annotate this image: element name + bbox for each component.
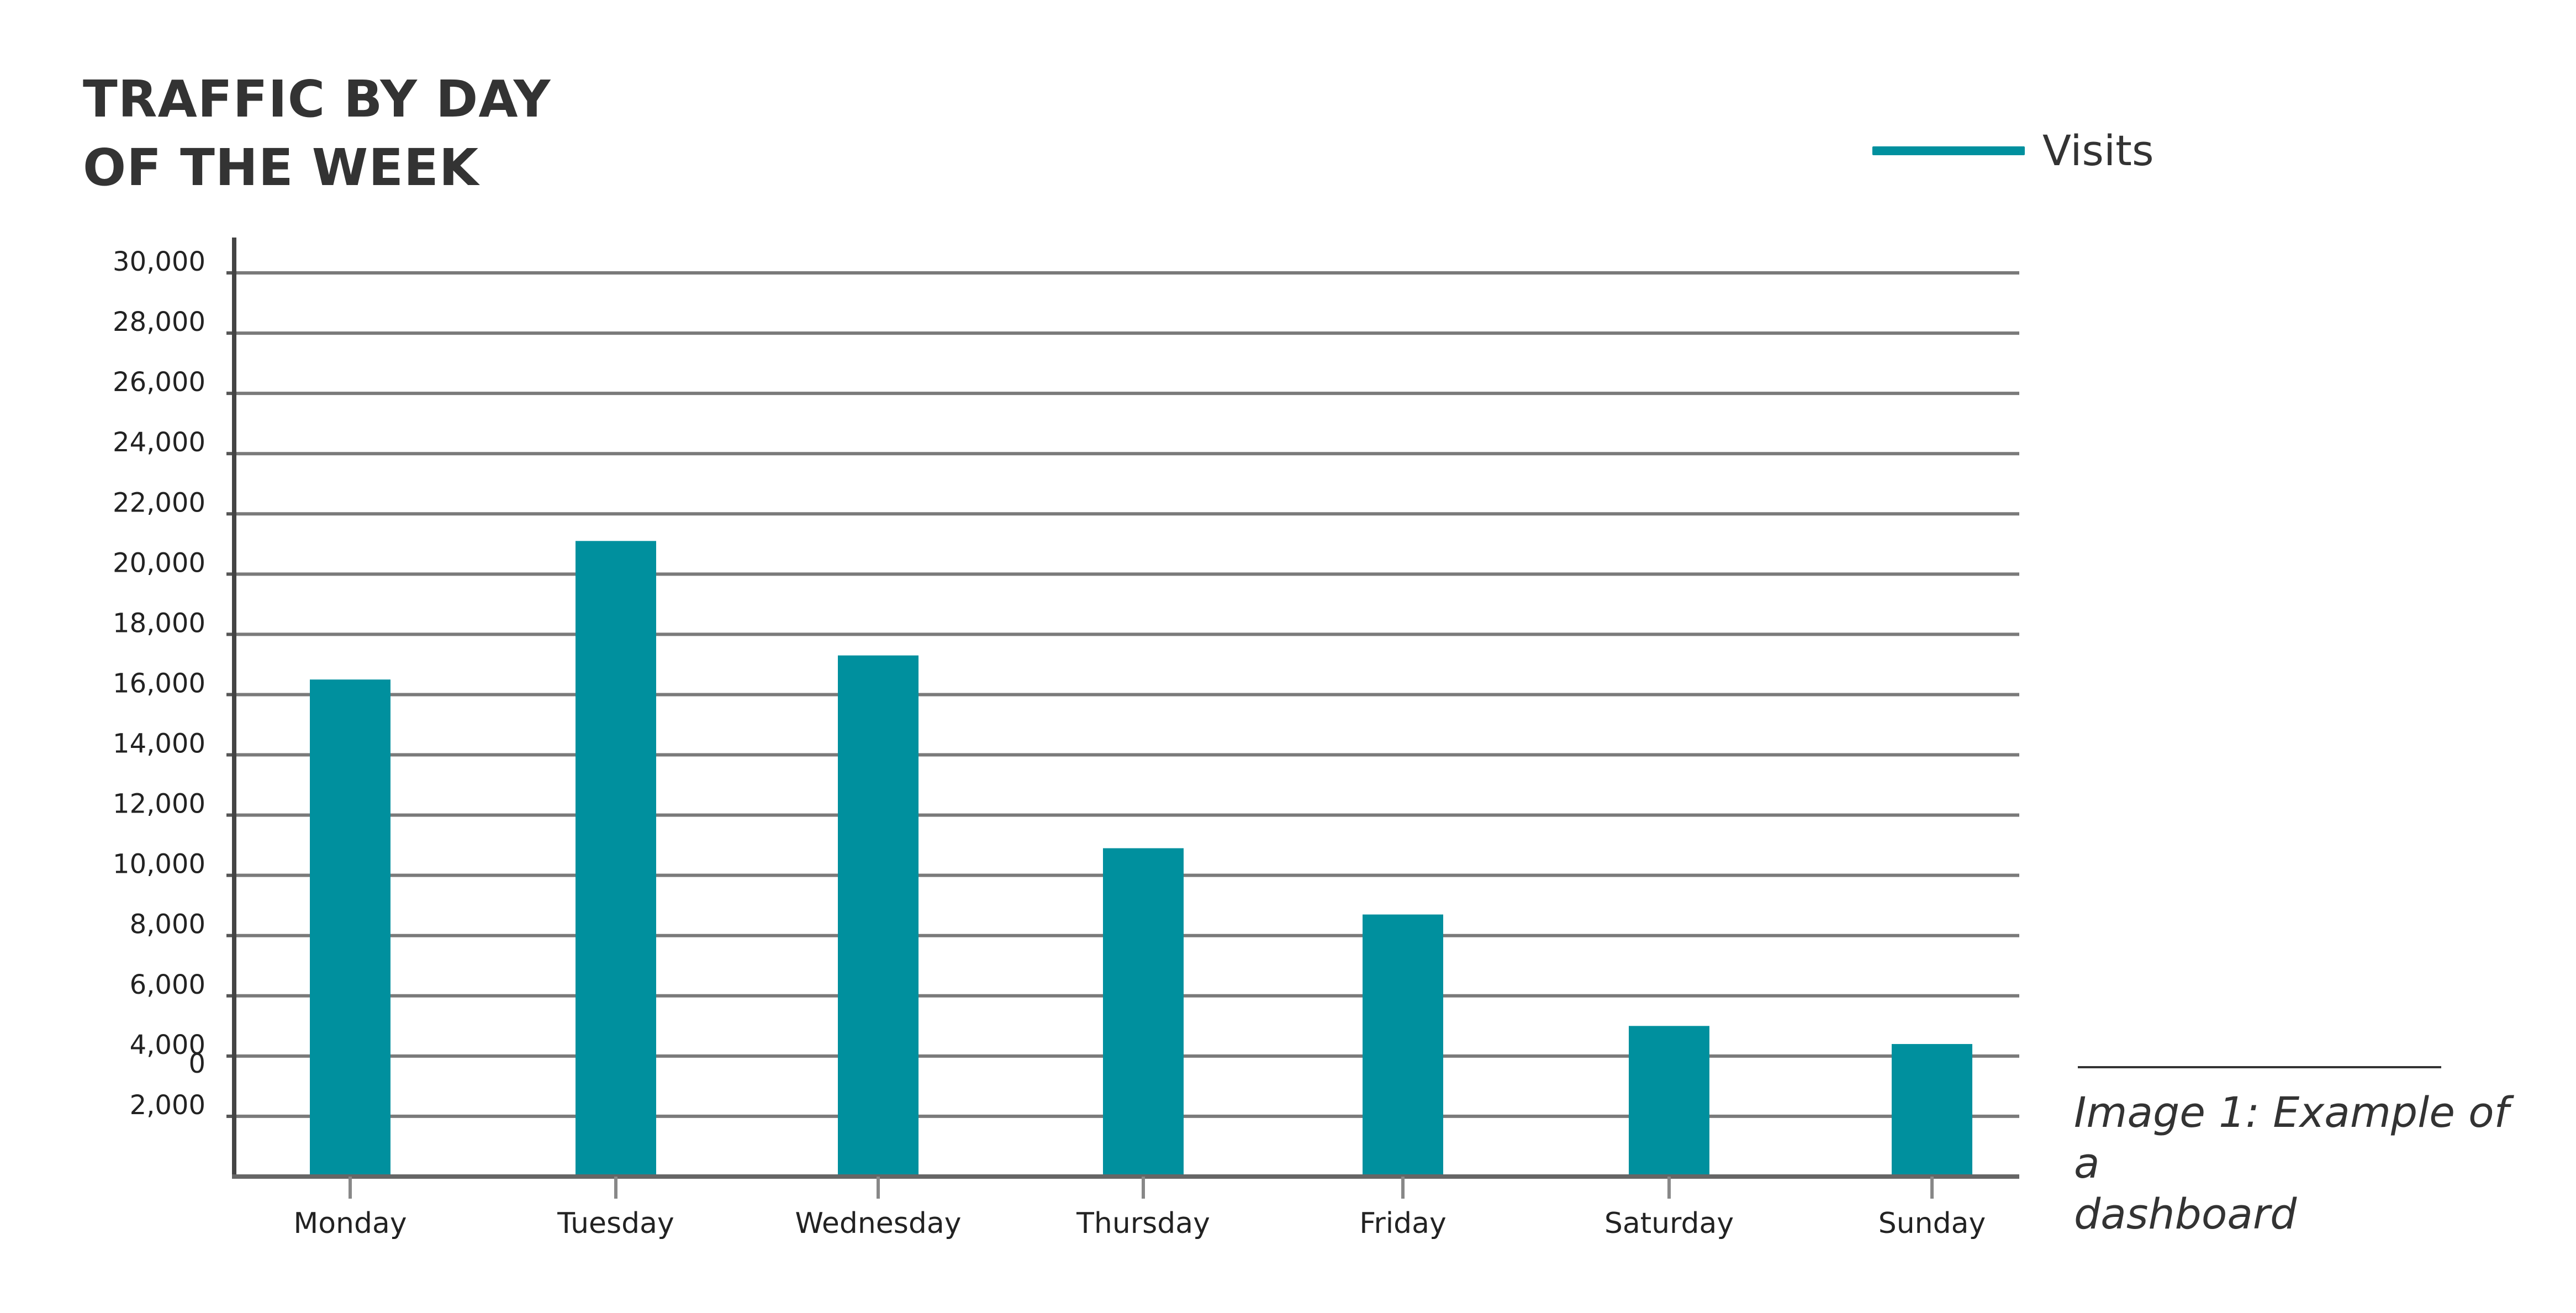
x-tick-label-friday: Friday [1359, 1207, 1447, 1240]
y-tick-label: 8,000 [130, 909, 205, 940]
x-tick-label-wednesday: Wednesday [795, 1207, 961, 1240]
y-zero-label: 0 [188, 1048, 205, 1079]
chart-title-line-1: TRAFFIC BY DAY [83, 70, 551, 129]
caption-line-1: Image 1: Example of a [2074, 1088, 2509, 1188]
x-tick-label-thursday: Thursday [1076, 1207, 1210, 1240]
bar-wednesday [838, 655, 919, 1177]
bar-thursday [1103, 848, 1184, 1177]
bar-tuesday [576, 541, 656, 1177]
chart-title-line-2: OF THE WEEK [83, 138, 479, 197]
x-tick-label-monday: Monday [293, 1207, 407, 1240]
legend-label-visits: Visits [2042, 126, 2154, 175]
y-tick-label: 6,000 [130, 969, 205, 1000]
y-tick-label: 16,000 [113, 668, 205, 699]
figure-caption: Image 1: Example of a dashboard [2074, 1087, 2527, 1240]
bar-friday [1363, 914, 1443, 1177]
y-tick-label: 28,000 [113, 307, 205, 338]
x-tick-label-tuesday: Tuesday [557, 1207, 674, 1240]
grid-lines [234, 271, 2019, 1118]
y-tick-label: 4,000 [130, 1030, 205, 1061]
bar-sunday [1892, 1044, 1972, 1177]
bars [310, 541, 1972, 1177]
y-tick-label: 20,000 [113, 547, 205, 578]
bar-monday [310, 679, 390, 1177]
x-tick-label-sunday: Sunday [1878, 1207, 1986, 1240]
y-tick-label: 14,000 [113, 729, 205, 760]
bar-saturday [1629, 1026, 1709, 1177]
chart-title: TRAFFIC BY DAY OF THE WEEK [83, 65, 551, 202]
y-tick-label: 22,000 [113, 487, 205, 518]
y-tick-label: 18,000 [113, 608, 205, 639]
x-tick-label-saturday: Saturday [1604, 1207, 1734, 1240]
y-tick-label: 26,000 [113, 367, 205, 398]
chart-legend: Visits [1872, 126, 2154, 175]
y-tick-label: 10,000 [113, 849, 205, 880]
y-tick-label: 30,000 [113, 246, 205, 277]
x-tick-labels: Monday Tuesday Wednesday Thursday Friday Satu… [293, 1207, 1986, 1240]
y-tick-labels: 30,000 28,000 26,000 24,000 22,000 20,000 18,0… [113, 246, 205, 1121]
y-tick-label: 12,000 [113, 789, 205, 820]
caption-line-2: dashboard [2074, 1189, 2297, 1238]
caption-divider [2078, 1066, 2441, 1068]
y-tick-label: 2,000 [130, 1090, 205, 1121]
axes [226, 238, 2019, 1199]
y-tick-label: 24,000 [113, 427, 205, 458]
legend-swatch-visits [1872, 146, 2025, 155]
